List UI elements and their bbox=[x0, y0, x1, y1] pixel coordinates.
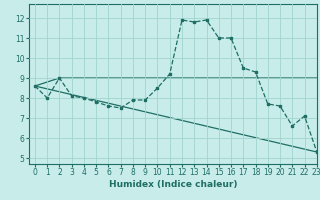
X-axis label: Humidex (Indice chaleur): Humidex (Indice chaleur) bbox=[108, 180, 237, 189]
